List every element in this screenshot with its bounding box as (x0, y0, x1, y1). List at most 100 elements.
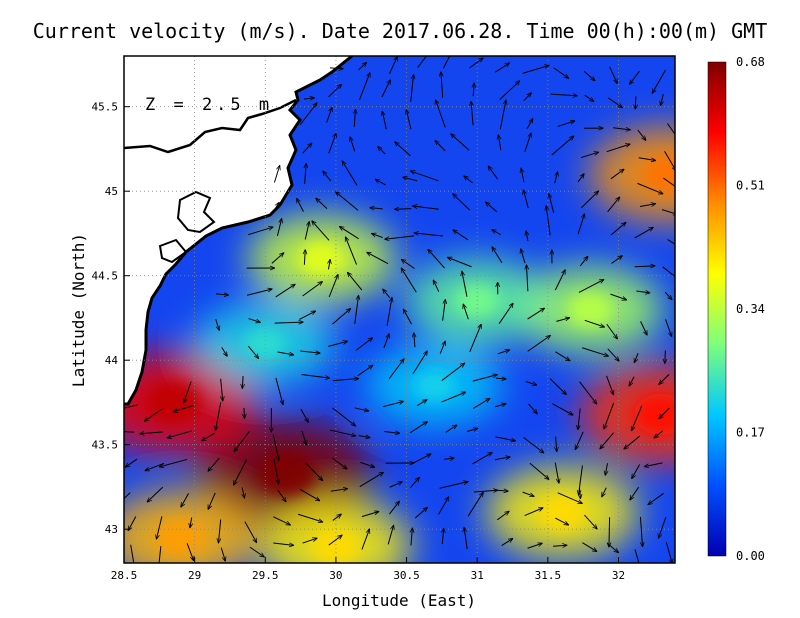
velocity-arrow (304, 222, 309, 240)
velocity-arrow (125, 458, 138, 467)
velocity-arrow (549, 378, 566, 395)
velocity-field-detail (145, 154, 675, 563)
x-tick-label: 28.5 (111, 569, 138, 582)
velocity-arrow (361, 511, 379, 518)
velocity-arrow (247, 345, 258, 358)
velocity-arrow (522, 65, 549, 74)
velocity-arrow (410, 75, 414, 102)
velocity-arrow (634, 266, 655, 267)
y-tick-label: 43.5 (92, 439, 119, 452)
velocity-arrow (466, 428, 478, 433)
velocity-arrows (124, 56, 675, 563)
velocity-arrow (495, 436, 515, 441)
velocity-arrow (495, 378, 506, 379)
velocity-arrow (451, 134, 470, 151)
velocity-arrow (554, 172, 558, 184)
velocity-arrow (273, 458, 279, 484)
velocity-arrow (652, 69, 666, 93)
coastline-lagoon (176, 190, 216, 234)
velocity-arrow (328, 259, 330, 270)
velocity-arrow (442, 56, 451, 69)
velocity-arrow (472, 398, 490, 409)
y-tick-label: 43 (105, 523, 118, 536)
velocity-arrow (583, 70, 595, 81)
velocity-arrow (372, 233, 383, 239)
velocity-arrow (299, 103, 317, 126)
velocity-arrow (410, 477, 419, 488)
velocity-arrow (634, 353, 639, 362)
velocity-arrow (600, 432, 614, 449)
colorbar-tick-label: 0.00 (736, 549, 765, 563)
plot-area (124, 56, 675, 563)
velocity-arrow (661, 93, 664, 105)
y-axis-ticks: 43 43.5 44 44.5 45 45.5 (92, 101, 130, 536)
velocity-arrow (654, 430, 663, 438)
x-tick-label: 31 (471, 569, 484, 582)
velocity-arrow (273, 542, 293, 545)
colorbar-tick-label: 0.17 (736, 426, 765, 440)
velocity-arrow (604, 402, 615, 429)
velocity-arrow (605, 463, 607, 475)
velocity-arrow (640, 321, 647, 335)
velocity-arrow (246, 289, 272, 296)
velocity-arrow (636, 291, 649, 293)
chart-title: Current velocity (m/s). Date 2017.06.28.… (33, 19, 768, 43)
velocity-arrow (602, 487, 607, 497)
velocity-arrow (442, 299, 446, 321)
velocity-arrow (528, 403, 538, 414)
velocity-arrow (332, 514, 341, 521)
velocity-arrow (247, 227, 273, 236)
velocity-core (633, 393, 675, 436)
velocity-core (311, 527, 360, 563)
velocity-arrow (556, 436, 557, 452)
velocity-arrow (410, 454, 431, 465)
velocity-arrow (355, 338, 373, 351)
velocity-arrow (523, 437, 544, 452)
velocity-arrow (387, 525, 393, 545)
velocity-arrow (413, 206, 439, 210)
velocity-arrow (610, 293, 626, 300)
velocity-arrow (606, 542, 618, 552)
velocity-arrow (299, 488, 320, 500)
velocity-arrow (383, 334, 389, 349)
velocity-arrow (663, 177, 675, 187)
velocity-arrow (271, 203, 279, 214)
velocity-arrow (375, 179, 386, 186)
velocity-arrow (578, 408, 580, 429)
velocity-arrow (523, 190, 529, 209)
velocity-arrow (552, 403, 573, 415)
velocity-arrow (274, 322, 303, 323)
velocity-arrow (303, 98, 314, 99)
velocity-arrow (634, 227, 653, 239)
velocity-arrow (664, 151, 675, 170)
velocity-arrow (557, 492, 582, 504)
velocity-arrow (326, 107, 332, 123)
velocity-arrow (411, 528, 412, 546)
velocity-arrow (384, 431, 399, 433)
velocity-arrow (521, 249, 526, 264)
velocity-arrow (438, 497, 449, 515)
x-tick-label: 31.5 (535, 569, 562, 582)
coastline-inner (124, 98, 297, 154)
colorbar-ticks: 0.00 0.17 0.34 0.51 0.68 (736, 55, 765, 563)
velocity-arrow (497, 511, 509, 521)
velocity-arrow (401, 260, 415, 269)
land-mass (124, 56, 352, 404)
velocity-arrow (526, 119, 533, 129)
velocity-arrow (607, 97, 622, 108)
x-tick-label: 29 (188, 569, 201, 582)
velocity-arrow (332, 457, 347, 469)
velocity-arrow (524, 133, 531, 153)
velocity-arrow (345, 237, 357, 265)
velocity-arrow (624, 435, 640, 449)
velocity-arrow (546, 206, 551, 236)
velocity-arrow (632, 464, 641, 479)
velocity-arrow (277, 351, 294, 355)
velocity-arrow (186, 543, 193, 560)
velocity-arrow (494, 63, 509, 73)
velocity-arrow (215, 402, 222, 430)
velocity-arrow (448, 257, 472, 268)
velocity-arrow (302, 282, 323, 297)
velocity-arrow (606, 323, 618, 339)
